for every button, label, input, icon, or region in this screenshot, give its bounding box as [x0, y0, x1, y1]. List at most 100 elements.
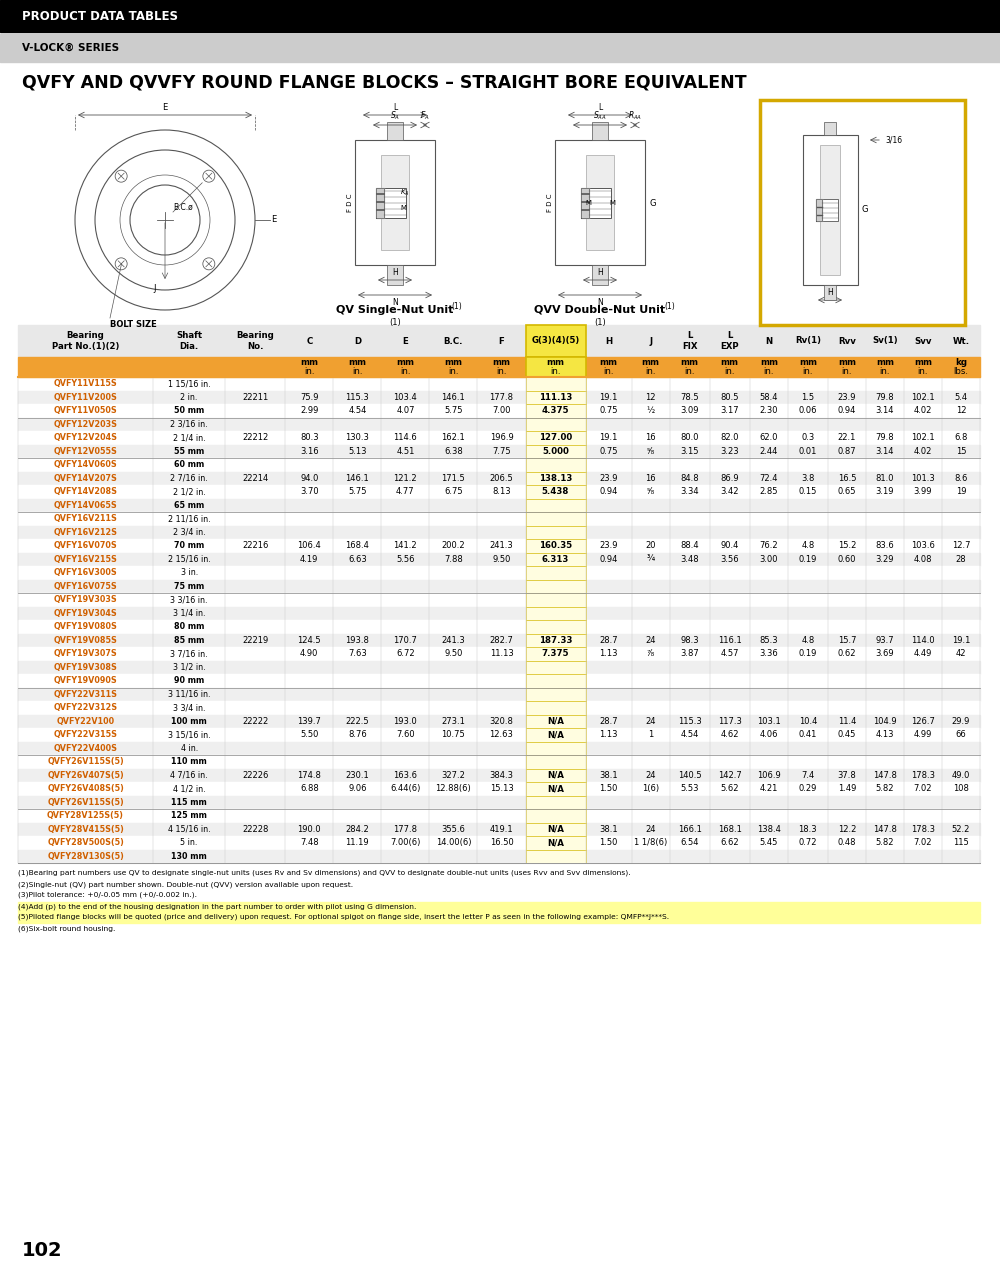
Bar	[18, 850, 980, 863]
Text: N/A: N/A	[547, 824, 564, 833]
Text: $R_{AA}$: $R_{AA}$	[628, 110, 642, 122]
Bar	[18, 675, 980, 687]
Text: H: H	[392, 268, 398, 276]
Text: 81.0: 81.0	[876, 474, 894, 483]
Text: 72.4: 72.4	[760, 474, 778, 483]
Text: 4 1/2 in.: 4 1/2 in.	[173, 785, 205, 794]
Text: 49.0: 49.0	[952, 771, 970, 780]
Text: 50 mm: 50 mm	[174, 406, 204, 415]
Text: 115: 115	[953, 838, 969, 847]
Text: 86.9: 86.9	[720, 474, 739, 483]
Polygon shape	[816, 198, 822, 221]
Text: 29.9: 29.9	[952, 717, 970, 726]
Text: 6.313: 6.313	[542, 554, 569, 563]
Text: mm: mm	[838, 358, 856, 367]
Bar	[18, 580, 980, 593]
Bar	[824, 285, 836, 300]
Text: 6.62: 6.62	[720, 838, 739, 847]
Bar	[526, 714, 586, 728]
Text: QVFY26V115S(5): QVFY26V115S(5)	[47, 797, 124, 806]
Text: 0.29: 0.29	[799, 785, 817, 794]
Text: 138.13: 138.13	[539, 474, 572, 483]
Text: 3 3/4 in.: 3 3/4 in.	[173, 703, 205, 712]
Text: 5.45: 5.45	[760, 838, 778, 847]
Text: lbs.: lbs.	[953, 367, 968, 376]
Text: 7.48: 7.48	[300, 838, 319, 847]
Bar	[526, 850, 586, 863]
Text: 22.1: 22.1	[838, 433, 856, 443]
Text: 79.8: 79.8	[876, 393, 894, 402]
Text: 6.75: 6.75	[444, 488, 463, 497]
Text: 24: 24	[645, 771, 656, 780]
Bar	[526, 795, 586, 809]
Text: G: G	[861, 206, 868, 215]
Text: 0.94: 0.94	[599, 488, 618, 497]
Text: 163.6: 163.6	[393, 771, 417, 780]
Text: 78.5: 78.5	[680, 393, 699, 402]
Text: mm: mm	[876, 358, 894, 367]
Text: 5.62: 5.62	[720, 785, 739, 794]
Text: 22216: 22216	[242, 541, 268, 550]
Bar	[803, 134, 858, 285]
Bar	[18, 646, 980, 660]
Text: 102.1: 102.1	[911, 433, 935, 443]
Text: H: H	[827, 288, 833, 297]
Text: 0.06: 0.06	[799, 406, 817, 415]
Bar	[18, 458, 980, 471]
Text: 24: 24	[645, 824, 656, 833]
Text: 37.8: 37.8	[837, 771, 856, 780]
Text: QVFY14V208S: QVFY14V208S	[54, 488, 118, 497]
Text: 101.3: 101.3	[911, 474, 935, 483]
Text: 1.50: 1.50	[599, 785, 618, 794]
Text: $F_A$: $F_A$	[420, 110, 430, 122]
Text: 3.14: 3.14	[876, 406, 894, 415]
Text: 3.42: 3.42	[720, 488, 739, 497]
Bar	[18, 390, 980, 404]
Text: QVFY19V090S: QVFY19V090S	[54, 676, 117, 685]
Bar	[526, 809, 586, 823]
Bar	[387, 265, 403, 285]
Text: 1: 1	[648, 731, 653, 740]
Text: 65 mm: 65 mm	[174, 500, 204, 509]
Text: 3.29: 3.29	[876, 554, 894, 563]
Text: 4 7/16 in.: 4 7/16 in.	[170, 771, 208, 780]
Text: 24: 24	[645, 717, 656, 726]
Text: QVFY16V300S: QVFY16V300S	[54, 568, 117, 577]
Text: 3.99: 3.99	[914, 488, 932, 497]
Text: 80 mm: 80 mm	[174, 622, 204, 631]
Bar	[18, 809, 980, 823]
Bar	[526, 660, 586, 675]
Bar	[18, 913, 980, 923]
Text: 3.15: 3.15	[680, 447, 699, 456]
Text: 52.2: 52.2	[952, 824, 970, 833]
Text: 0.15: 0.15	[799, 488, 817, 497]
Text: 28: 28	[956, 554, 966, 563]
Text: 11.19: 11.19	[346, 838, 369, 847]
Text: Rvv: Rvv	[838, 337, 856, 346]
Text: Svv: Svv	[914, 337, 932, 346]
Text: 114.0: 114.0	[911, 636, 935, 645]
Text: (1)Bearing part numbers use QV to designate single-nut units (uses Rv and Sv dim: (1)Bearing part numbers use QV to design…	[18, 870, 631, 877]
Text: mm: mm	[348, 358, 366, 367]
Bar	[526, 607, 586, 620]
Text: mm: mm	[914, 358, 932, 367]
Text: N: N	[392, 298, 398, 307]
Bar	[18, 902, 980, 911]
Text: 168.1: 168.1	[718, 824, 742, 833]
Text: QVFY19V080S: QVFY19V080S	[54, 622, 118, 631]
Text: mm: mm	[493, 358, 511, 367]
Text: 7.375: 7.375	[542, 649, 569, 658]
Text: in.: in.	[603, 367, 614, 376]
Text: in.: in.	[448, 367, 459, 376]
Text: 126.7: 126.7	[911, 717, 935, 726]
Text: 12.7: 12.7	[952, 541, 970, 550]
Text: 3.70: 3.70	[300, 488, 319, 497]
Text: 4.21: 4.21	[760, 785, 778, 794]
Bar	[18, 607, 980, 620]
Text: 4.13: 4.13	[876, 731, 894, 740]
Text: 162.1: 162.1	[442, 433, 465, 443]
Bar	[526, 593, 586, 607]
Bar	[526, 498, 586, 512]
Text: mm: mm	[396, 358, 414, 367]
Text: L: L	[598, 102, 602, 111]
